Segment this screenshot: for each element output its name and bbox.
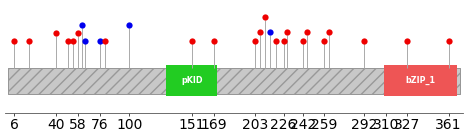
Bar	[384, 65, 457, 96]
Text: bZIP_1: bZIP_1	[405, 76, 436, 85]
Text: pKID: pKID	[181, 76, 203, 85]
Bar	[8, 68, 460, 94]
Bar	[8, 68, 460, 94]
Bar	[166, 65, 218, 96]
